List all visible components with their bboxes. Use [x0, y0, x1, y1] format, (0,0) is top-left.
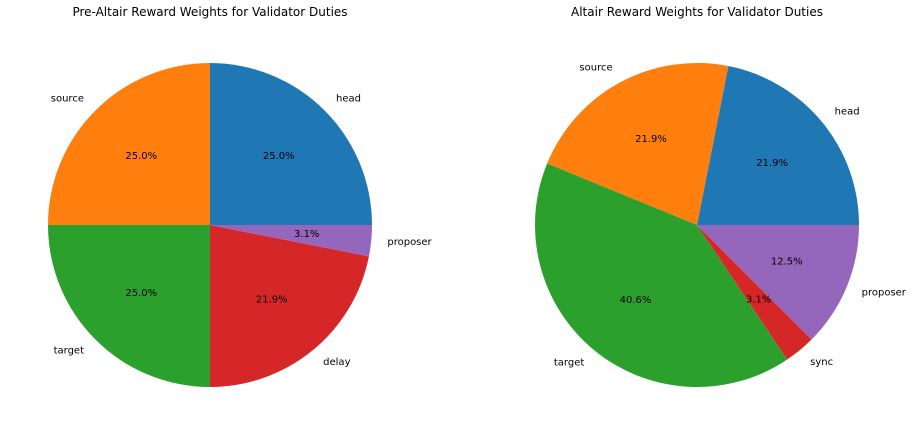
pct-label-head: 25.0%	[263, 151, 295, 162]
pie-slice-target	[48, 225, 210, 387]
altair-pie-chart: Altair Reward Weights for Validator Duti…	[535, 5, 907, 387]
pre-altair-pie-chart: Pre-Altair Reward Weights for Validator …	[48, 5, 433, 387]
pct-label-target: 40.6%	[620, 295, 652, 306]
pie-slice-delay	[210, 225, 369, 387]
pie-slices	[48, 63, 372, 387]
pct-label-source: 25.0%	[125, 151, 157, 162]
pie-slice-sync	[697, 225, 812, 360]
pie-slice-source	[48, 63, 210, 225]
slice-label-source: source	[579, 63, 612, 74]
pie-labels: 25.0% head 25.0% source 25.0% target 21.9% dela…	[51, 93, 433, 368]
pie-slice-target	[535, 163, 788, 387]
pct-label-sync: 3.1%	[746, 295, 771, 306]
pct-label-head: 21.9%	[756, 158, 788, 169]
chart-title: Altair Reward Weights for Validator Duti…	[571, 5, 823, 19]
pie-slice-source	[547, 62, 729, 226]
slice-label-head: head	[336, 93, 361, 104]
slice-label-target: target	[54, 346, 84, 357]
pie-slice-head	[697, 66, 860, 225]
slice-label-sync: sync	[810, 357, 833, 368]
slice-label-delay: delay	[323, 357, 350, 368]
chart-title: Pre-Altair Reward Weights for Validator …	[72, 5, 347, 19]
pct-label-target: 25.0%	[125, 288, 157, 299]
pct-label-delay: 21.9%	[256, 295, 288, 306]
slice-label-source: source	[51, 93, 84, 104]
pie-slice-proposer	[210, 225, 372, 257]
pie-slice-proposer	[697, 225, 859, 340]
slice-label-proposer: proposer	[862, 288, 907, 299]
pct-label-proposer: 3.1%	[294, 229, 319, 240]
pct-label-source: 21.9%	[635, 134, 667, 145]
pie-slices	[535, 62, 860, 387]
slice-label-proposer: proposer	[387, 237, 432, 248]
pie-labels: 21.9% head 21.9% source 40.6% target 3.1% sync 1…	[554, 63, 907, 369]
slice-label-target: target	[554, 358, 584, 369]
pie-slice-head	[210, 63, 372, 225]
slice-label-head: head	[835, 106, 860, 117]
pct-label-proposer: 12.5%	[771, 257, 803, 268]
